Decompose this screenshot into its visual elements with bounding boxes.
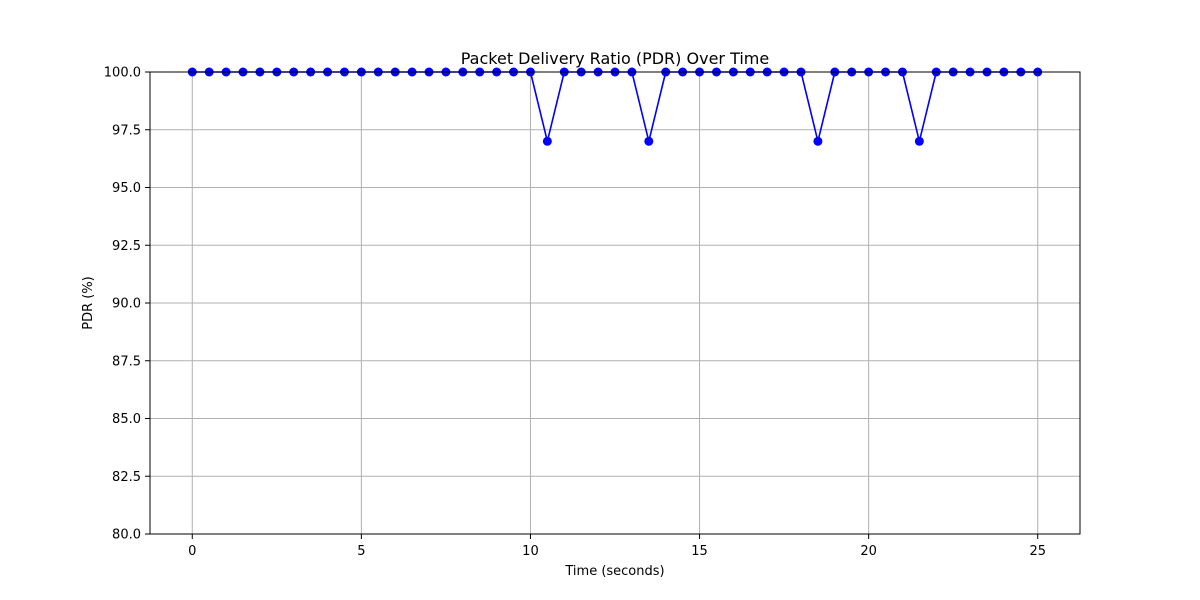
data-point: [542, 136, 552, 146]
y-tick-label: 90.0: [112, 297, 141, 312]
data-point: [914, 136, 924, 146]
y-tick-label: 95.0: [112, 181, 141, 196]
x-tick-label: 10: [522, 544, 539, 559]
x-tick-label: 5: [357, 544, 365, 559]
ticks-layer: 0 5 10 15 20 25 80.0 82.5 85.0 87.5 90.0 92.5 95.0 97…: [104, 66, 1046, 560]
y-tick-label: 82.5: [112, 470, 141, 485]
y-tick-label: 92.5: [112, 239, 141, 254]
x-tick-label: 0: [188, 544, 196, 559]
y-tick-label: 80.0: [112, 528, 141, 543]
x-axis-label: Time (seconds): [564, 564, 664, 579]
chart-title: Packet Delivery Ratio (PDR) Over Time: [461, 49, 769, 68]
y-tick-label: 85.0: [112, 412, 141, 427]
x-tick-label: 15: [691, 544, 708, 559]
y-axis-label: PDR (%): [81, 276, 96, 330]
grid-layer: [150, 71, 1080, 535]
y-tick-label: 100.0: [104, 66, 141, 81]
series-layer: [187, 67, 1043, 146]
data-point: [644, 136, 654, 146]
y-tick-label: 87.5: [112, 354, 141, 369]
x-tick-label: 25: [1029, 544, 1046, 559]
series-line: [192, 71, 1038, 143]
data-point: [813, 136, 823, 146]
y-tick-label: 97.5: [112, 123, 141, 138]
x-tick-label: 20: [860, 544, 877, 559]
